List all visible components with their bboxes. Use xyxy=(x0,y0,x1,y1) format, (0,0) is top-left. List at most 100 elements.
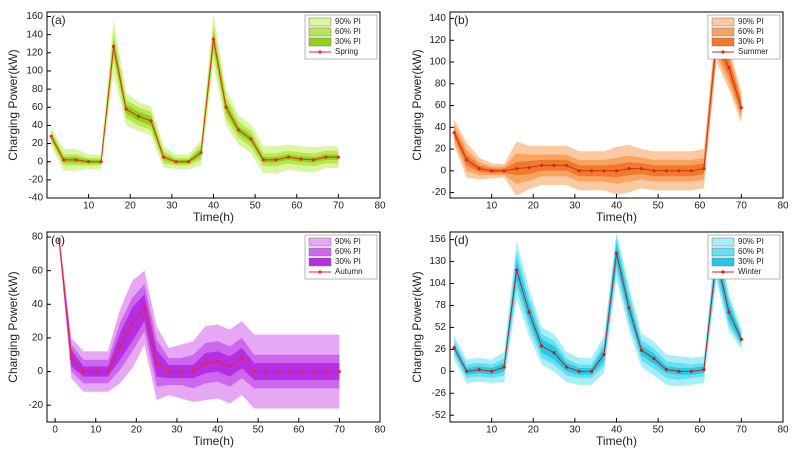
legend-swatch xyxy=(711,237,735,247)
marker xyxy=(211,37,216,41)
subplot: 0 10 20 30 40 50 60 70 80 -20 0 20 40 60 80 Time(h) Char… xyxy=(6,231,386,448)
y-tick-label: 80 xyxy=(435,78,447,89)
legend-swatch xyxy=(308,257,332,267)
marker xyxy=(702,167,706,171)
y-tick-label: 40 xyxy=(32,299,44,310)
marker xyxy=(81,369,86,374)
legend-label: 30% PI xyxy=(738,37,764,46)
y-tick-label: 60 xyxy=(435,100,447,111)
marker xyxy=(336,155,340,159)
legend-swatch xyxy=(711,37,735,47)
median-line xyxy=(58,240,340,373)
x-tick-label: 50 xyxy=(250,201,262,212)
marker xyxy=(161,155,166,159)
marker xyxy=(502,365,506,369)
y-tick-label: 0 xyxy=(37,156,43,167)
marker xyxy=(677,169,681,173)
marker xyxy=(215,359,220,364)
y-tick-label: 60 xyxy=(32,265,44,276)
x-tick-label: 0 xyxy=(52,425,58,436)
y-tick-label: -52 xyxy=(432,410,447,421)
legend-swatch xyxy=(308,247,332,257)
y-tick-label: 0 xyxy=(440,366,446,377)
marker xyxy=(465,158,469,162)
marker xyxy=(118,344,122,348)
x-axis-label: Time(h) xyxy=(596,210,637,224)
legend-label: 90% PI xyxy=(738,237,764,246)
x-tick-label: 60 xyxy=(291,201,303,212)
marker xyxy=(477,368,481,372)
marker xyxy=(274,158,278,162)
plot-area xyxy=(57,233,341,409)
legend-label: Autumn xyxy=(335,267,363,276)
prediction-band xyxy=(51,24,339,167)
legend-swatch xyxy=(711,257,735,267)
marker xyxy=(739,106,743,110)
y-tick-label: 20 xyxy=(435,144,447,155)
marker xyxy=(564,163,569,167)
y-axis-label: Charging Power(kW) xyxy=(410,49,424,160)
legend-swatch xyxy=(308,237,332,247)
marker xyxy=(639,348,644,352)
x-tick-label: 20 xyxy=(528,425,540,436)
marker xyxy=(452,131,456,135)
legend-label: Spring xyxy=(335,47,358,56)
y-tick-label: 100 xyxy=(429,57,446,68)
marker xyxy=(142,306,147,310)
y-tick-label: 80 xyxy=(32,232,44,243)
marker xyxy=(87,160,91,164)
marker xyxy=(727,65,731,70)
legend-label: 30% PI xyxy=(335,257,361,266)
median-line xyxy=(453,253,742,372)
y-tick-label: 80 xyxy=(32,84,44,95)
panel-label: (a) xyxy=(51,13,66,27)
marker xyxy=(490,169,494,173)
y-axis-label: Charging Power(kW) xyxy=(6,271,20,382)
y-tick-label: 104 xyxy=(429,278,446,289)
marker xyxy=(286,155,291,159)
marker xyxy=(57,238,61,243)
x-tick-label: 10 xyxy=(83,201,95,212)
marker xyxy=(191,369,195,374)
legend-marker xyxy=(721,270,725,274)
x-tick-label: 40 xyxy=(611,425,623,436)
marker xyxy=(130,322,134,327)
y-tick-label: 160 xyxy=(26,11,43,22)
marker xyxy=(539,163,544,167)
marker xyxy=(602,352,606,357)
marker xyxy=(167,369,171,374)
y-tick-label: 140 xyxy=(429,13,446,24)
x-tick-label: 60 xyxy=(694,425,706,436)
y-tick-label: 52 xyxy=(435,322,447,333)
x-tick-label: 50 xyxy=(653,425,665,436)
marker xyxy=(249,137,253,141)
legend-label: 60% PI xyxy=(738,247,764,256)
marker xyxy=(236,128,241,132)
marker xyxy=(289,369,293,374)
prediction-band xyxy=(51,13,339,174)
legend-swatch xyxy=(308,37,332,47)
axes-frame xyxy=(46,231,381,423)
y-tick-label: -20 xyxy=(29,400,44,411)
x-tick-label: 40 xyxy=(611,201,623,212)
x-tick-label: 30 xyxy=(569,201,581,212)
marker xyxy=(62,158,66,162)
plot-area xyxy=(452,232,743,387)
plot-area xyxy=(452,18,743,196)
marker xyxy=(577,169,581,173)
marker xyxy=(49,134,53,138)
x-axis-label: Time(h) xyxy=(193,434,234,448)
legend-label: 90% PI xyxy=(738,17,764,26)
marker xyxy=(149,119,153,123)
marker xyxy=(552,163,556,167)
marker xyxy=(325,369,329,374)
marker xyxy=(639,167,644,171)
marker xyxy=(74,158,78,162)
x-tick-label: 50 xyxy=(653,201,665,212)
legend-swatch xyxy=(308,17,332,27)
marker xyxy=(186,160,191,164)
marker xyxy=(564,365,569,369)
x-tick-label: 30 xyxy=(171,425,183,436)
y-tick-label: 20 xyxy=(32,138,44,149)
